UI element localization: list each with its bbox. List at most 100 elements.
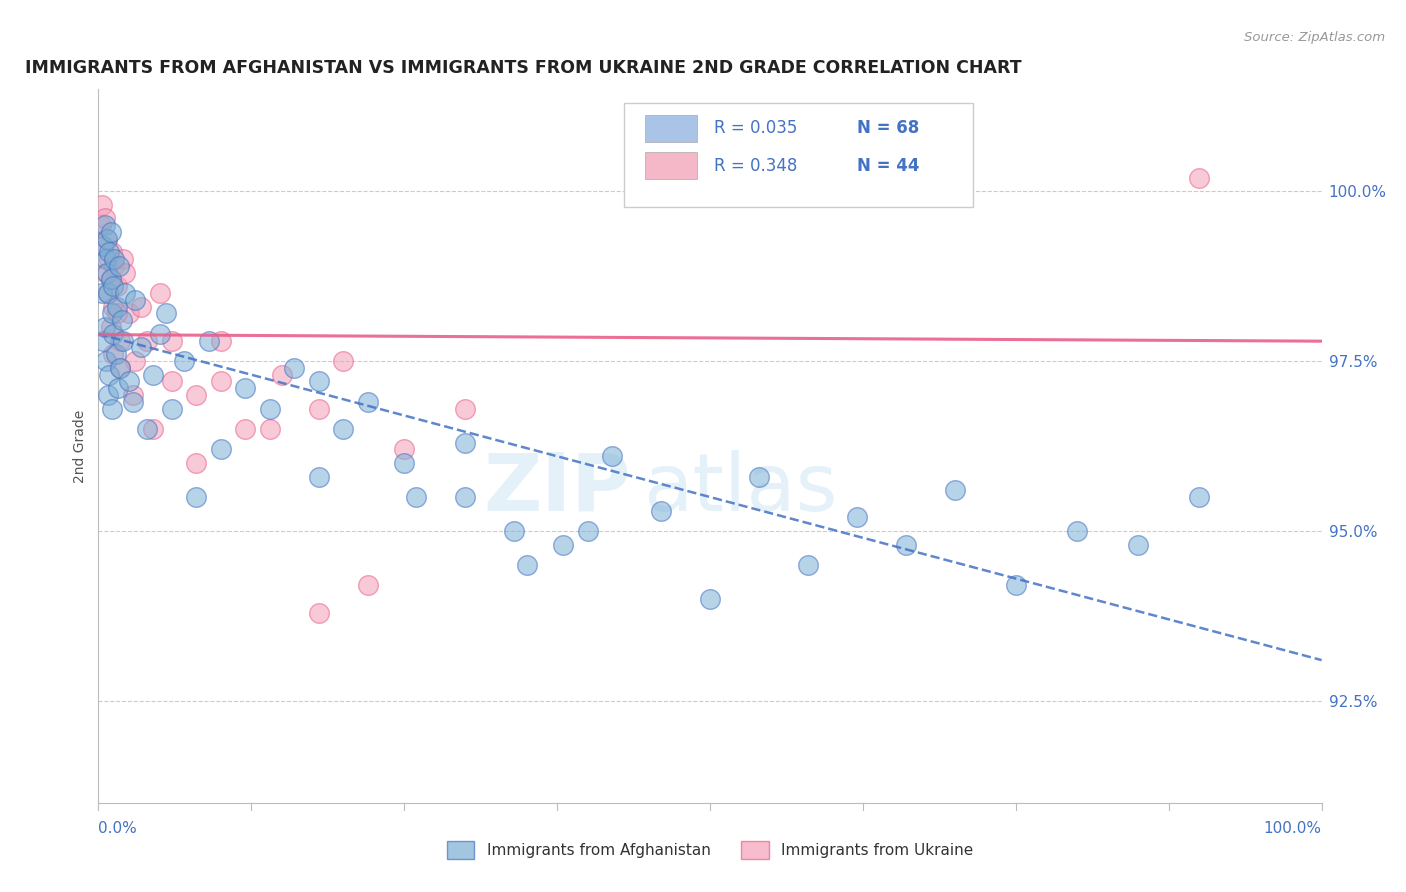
Point <box>136 422 159 436</box>
Point <box>356 578 378 592</box>
Point <box>94 266 117 280</box>
Point <box>209 375 232 389</box>
Point <box>149 326 172 341</box>
Point <box>209 334 232 348</box>
Point <box>121 388 143 402</box>
Point <box>845 510 868 524</box>
Point <box>101 279 124 293</box>
Point <box>699 184 721 198</box>
Point <box>149 286 172 301</box>
Point <box>515 558 537 572</box>
Point <box>91 198 114 212</box>
Text: 0.0%: 0.0% <box>98 821 138 836</box>
Point <box>797 558 820 572</box>
Point <box>308 606 330 620</box>
Point <box>332 422 354 436</box>
Y-axis label: 2nd Grade: 2nd Grade <box>73 409 87 483</box>
Point <box>94 354 117 368</box>
Text: Source: ZipAtlas.com: Source: ZipAtlas.com <box>1244 31 1385 45</box>
Point <box>91 238 114 252</box>
Point <box>600 449 623 463</box>
Text: N = 44: N = 44 <box>856 157 920 175</box>
Point <box>283 360 305 375</box>
Point <box>233 381 256 395</box>
Point <box>121 394 143 409</box>
Point <box>1188 170 1211 185</box>
Point <box>90 218 112 232</box>
Point <box>197 334 219 348</box>
Point <box>94 252 117 266</box>
Point <box>96 232 118 246</box>
Point <box>100 225 122 239</box>
Point <box>142 368 165 382</box>
Point <box>97 286 120 301</box>
Point <box>356 394 378 409</box>
Point <box>259 422 281 436</box>
Point <box>101 306 124 320</box>
Point <box>142 422 165 436</box>
Point <box>108 259 131 273</box>
Point <box>308 375 330 389</box>
Point <box>96 232 118 246</box>
Point <box>98 368 121 382</box>
Point <box>101 401 124 416</box>
Point <box>136 334 159 348</box>
Point <box>93 211 115 226</box>
Point <box>392 442 416 457</box>
Point <box>91 286 114 301</box>
Point <box>160 401 183 416</box>
Point <box>98 245 121 260</box>
Point <box>100 320 122 334</box>
Point <box>576 524 599 538</box>
Point <box>107 381 129 395</box>
Point <box>91 238 114 252</box>
Point <box>110 360 132 375</box>
Point <box>894 537 917 551</box>
Point <box>392 456 416 470</box>
Point <box>97 388 120 402</box>
Point <box>332 354 354 368</box>
Point <box>105 306 128 320</box>
Point <box>454 435 477 450</box>
Point <box>1004 578 1026 592</box>
Point <box>96 266 118 280</box>
Point <box>101 245 124 260</box>
Point <box>103 252 125 266</box>
Point <box>124 293 146 307</box>
Text: atlas: atlas <box>643 450 837 528</box>
Point <box>97 286 120 301</box>
Point <box>186 388 208 402</box>
Point <box>160 334 183 348</box>
Point <box>105 300 128 314</box>
Point <box>270 368 294 382</box>
Point <box>104 347 127 361</box>
Point <box>1066 524 1088 538</box>
Point <box>209 442 232 457</box>
Point <box>259 401 281 416</box>
Point <box>118 375 141 389</box>
Point <box>233 422 256 436</box>
Point <box>129 300 152 314</box>
Point <box>405 490 427 504</box>
Point <box>93 320 115 334</box>
Text: R = 0.035: R = 0.035 <box>714 120 797 137</box>
Point <box>650 503 672 517</box>
Point <box>91 334 114 348</box>
Point <box>100 272 122 286</box>
FancyBboxPatch shape <box>624 103 973 207</box>
Point <box>118 306 141 320</box>
Point <box>173 354 195 368</box>
Text: ZIP: ZIP <box>484 450 630 528</box>
Point <box>308 469 330 483</box>
Text: N = 68: N = 68 <box>856 120 920 137</box>
Point <box>100 272 122 286</box>
Point <box>93 218 115 232</box>
Point <box>553 537 575 551</box>
Point <box>101 326 124 341</box>
Point <box>98 252 121 266</box>
Point <box>503 524 526 538</box>
Point <box>308 401 330 416</box>
Text: R = 0.348: R = 0.348 <box>714 157 797 175</box>
Point <box>110 360 132 375</box>
Point <box>699 591 721 606</box>
